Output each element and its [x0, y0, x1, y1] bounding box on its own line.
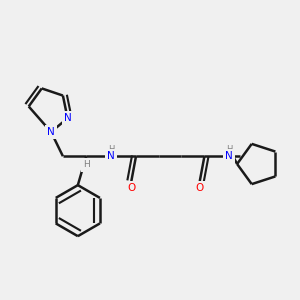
Text: H: H [108, 145, 114, 154]
Text: N: N [225, 151, 233, 161]
Text: O: O [127, 183, 136, 193]
Text: H: H [226, 145, 232, 154]
Text: N: N [64, 113, 71, 123]
Text: N: N [47, 127, 55, 137]
Text: H: H [83, 160, 90, 169]
Text: N: N [107, 151, 115, 161]
Text: O: O [196, 183, 204, 193]
